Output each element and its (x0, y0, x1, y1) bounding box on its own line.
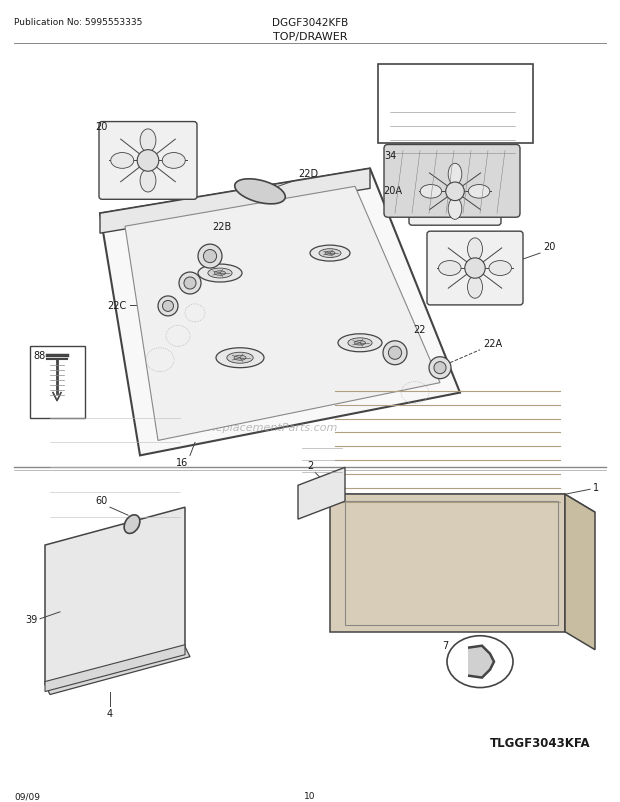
FancyBboxPatch shape (384, 145, 520, 218)
Polygon shape (330, 495, 595, 512)
Text: 09/09: 09/09 (14, 792, 40, 800)
Ellipse shape (235, 180, 285, 205)
Ellipse shape (348, 338, 372, 348)
Ellipse shape (467, 277, 482, 299)
Ellipse shape (319, 249, 341, 258)
Ellipse shape (438, 261, 461, 276)
Ellipse shape (447, 636, 513, 687)
Circle shape (137, 151, 159, 172)
Bar (30, 346, 85, 418)
Ellipse shape (216, 348, 264, 368)
Polygon shape (100, 169, 370, 234)
Text: 10: 10 (304, 792, 316, 800)
Text: TLGGF3043KFA: TLGGF3043KFA (490, 736, 591, 749)
Ellipse shape (198, 265, 242, 282)
Polygon shape (125, 187, 440, 441)
Text: 22B: 22B (212, 222, 231, 232)
Polygon shape (45, 508, 185, 685)
Ellipse shape (140, 170, 156, 192)
Text: 1: 1 (593, 483, 599, 492)
Ellipse shape (420, 185, 441, 199)
Ellipse shape (124, 515, 140, 534)
Polygon shape (330, 495, 565, 632)
Ellipse shape (215, 271, 226, 276)
Text: 22D: 22D (298, 169, 318, 179)
Text: 22: 22 (413, 324, 425, 334)
Text: Publication No: 5995553335: Publication No: 5995553335 (14, 18, 143, 27)
Ellipse shape (310, 246, 350, 261)
FancyBboxPatch shape (427, 232, 523, 306)
Text: 4: 4 (107, 709, 113, 719)
Circle shape (179, 273, 201, 294)
Circle shape (162, 301, 174, 312)
Ellipse shape (467, 238, 482, 261)
Polygon shape (298, 468, 345, 520)
Ellipse shape (325, 252, 335, 256)
Ellipse shape (140, 130, 156, 152)
FancyBboxPatch shape (99, 123, 197, 200)
Ellipse shape (162, 153, 185, 169)
Text: TOP/DRAWER: TOP/DRAWER (273, 32, 347, 42)
Text: 22C: 22C (108, 301, 127, 310)
Circle shape (203, 250, 216, 263)
Ellipse shape (227, 353, 253, 364)
Text: DGGF3042KFB: DGGF3042KFB (272, 18, 348, 28)
Text: 16: 16 (175, 458, 188, 468)
Polygon shape (100, 169, 460, 456)
Circle shape (434, 363, 446, 375)
Bar (378, 65, 533, 144)
Ellipse shape (448, 164, 462, 185)
Ellipse shape (234, 356, 246, 361)
Circle shape (429, 357, 451, 379)
FancyBboxPatch shape (409, 158, 501, 226)
Text: 2: 2 (307, 461, 313, 471)
Text: 22A: 22A (483, 338, 502, 348)
Circle shape (158, 297, 178, 317)
Polygon shape (45, 647, 190, 695)
Ellipse shape (111, 153, 134, 169)
Ellipse shape (355, 341, 366, 346)
Circle shape (383, 342, 407, 365)
Text: eReplacementParts.com: eReplacementParts.com (202, 423, 338, 433)
Text: 88: 88 (33, 350, 45, 360)
Circle shape (198, 245, 222, 269)
Text: 7: 7 (442, 640, 448, 650)
Ellipse shape (448, 199, 462, 220)
Circle shape (184, 277, 196, 290)
Text: 39: 39 (26, 614, 38, 624)
Text: 20: 20 (543, 242, 556, 252)
Ellipse shape (338, 334, 382, 352)
Polygon shape (565, 495, 595, 650)
Text: 20A: 20A (383, 186, 402, 196)
Polygon shape (468, 646, 494, 678)
Text: 20: 20 (95, 121, 108, 132)
Ellipse shape (489, 261, 511, 276)
Polygon shape (45, 645, 185, 691)
Text: 34: 34 (384, 152, 396, 161)
Circle shape (465, 258, 485, 279)
Ellipse shape (208, 269, 232, 278)
Ellipse shape (468, 185, 490, 199)
Text: 60: 60 (95, 496, 108, 505)
Circle shape (446, 183, 464, 201)
Circle shape (388, 346, 402, 360)
